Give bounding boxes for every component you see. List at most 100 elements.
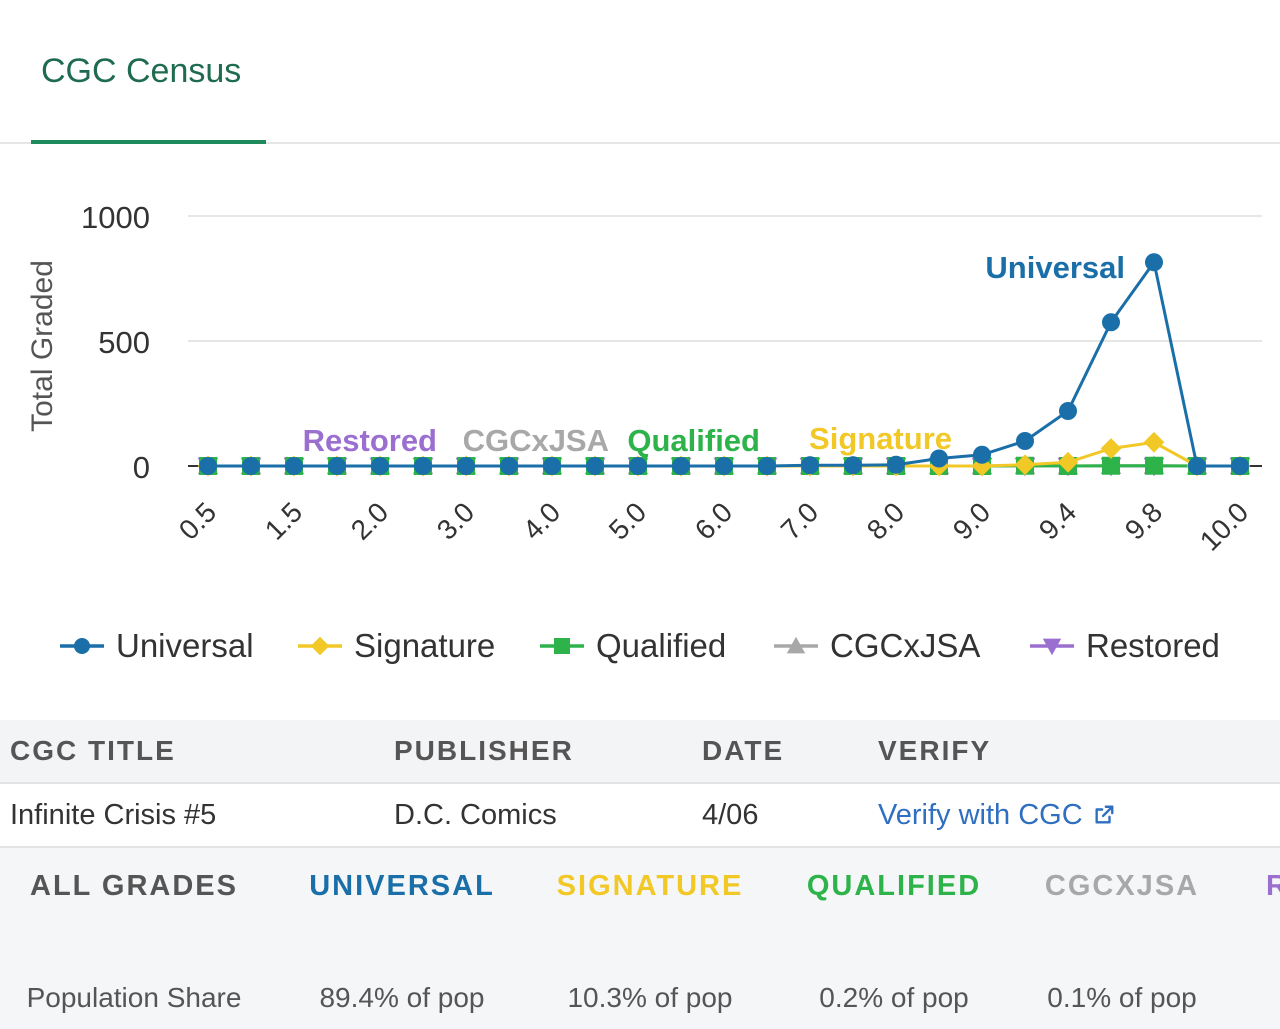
x-tick-label: 9.0 (947, 496, 996, 545)
universal-point (242, 457, 260, 475)
x-tick-label: 10.0 (1194, 496, 1254, 556)
series-annotation-signature: Signature (809, 421, 952, 456)
universal-point (1059, 402, 1077, 420)
legend-item-qualified[interactable]: Qualified (540, 624, 726, 668)
universal-point (930, 449, 948, 468)
x-tick-label: 9.4 (1033, 496, 1082, 545)
legend-label: Signature (354, 627, 496, 664)
qualified-point (1102, 456, 1120, 475)
stat-sub: 89.4% of pop (319, 982, 485, 1013)
y-tick-label: 500 (98, 325, 150, 360)
x-tick-label: 2.0 (345, 496, 394, 545)
verify-with-cgc-link[interactable]: Verify with CGC (878, 799, 1115, 832)
universal-point (715, 457, 733, 475)
signature-point (1014, 454, 1036, 476)
universal-point (1145, 253, 1163, 272)
y-tick-label: 0 (133, 450, 150, 485)
census-chart: 0 500 1000 Total Graded 0.5 1.5 2.0 3.0 4.0 5.0 6.… (26, 200, 1262, 557)
legend-label: Restored (1086, 627, 1220, 664)
universal-point (1016, 432, 1034, 450)
header-publisher: PUBLISHER (394, 720, 702, 784)
universal-point (1102, 313, 1120, 332)
stat-label: CGCXJSA (1044, 870, 1200, 902)
series-annotation-qualified: Qualified (627, 423, 760, 458)
table-row: Infinite Crisis #5 D.C. Comics 4/06 Veri… (0, 783, 1280, 848)
legend-marker-qualified (554, 638, 570, 654)
legend-marker-restored (1042, 638, 1062, 656)
table-header-row: CGC TITLE PUBLISHER DATE VERIFY (0, 720, 1280, 784)
legend-swatch-restored (1030, 638, 1074, 656)
series-annotation-cgcxjsa: CGCxJSA (463, 423, 609, 458)
universal-point (1188, 457, 1206, 475)
universal-point (1231, 457, 1249, 475)
x-tick-label: 8.0 (861, 496, 910, 545)
x-tick-label: 4.0 (517, 496, 566, 545)
legend-item-universal[interactable]: Universal (60, 624, 254, 668)
legend-swatch-cgcxjsa (774, 636, 818, 654)
verify-link-label: Verify with CGC (878, 798, 1083, 831)
cell-verify: Verify with CGC (878, 783, 1280, 848)
legend-item-signature[interactable]: Signature (298, 624, 495, 668)
stat-label: SIGNATURE (556, 870, 744, 902)
cell-title: Infinite Crisis #5 (0, 783, 394, 848)
x-tick-label: 5.0 (603, 496, 652, 545)
cell-date: 4/06 (702, 783, 878, 848)
chart-legend: Universal Signature Qualified CGCxJSA Restor… (0, 618, 1280, 674)
universal-point (672, 457, 690, 475)
universal-point (973, 445, 991, 464)
universal-point (586, 457, 604, 475)
universal-point (844, 456, 862, 475)
legend-marker-universal (74, 638, 90, 654)
y-tick-label: 1000 (81, 200, 150, 235)
x-tick-label: 0.5 (173, 496, 222, 545)
stat-label: UNIVERSAL (309, 870, 495, 902)
series-universal (199, 253, 1249, 475)
header-verify: VERIFY (878, 720, 1280, 784)
signature-point (1100, 438, 1122, 459)
universal-point (500, 457, 518, 475)
legend-marker-cgcxjsa (786, 636, 806, 654)
tab-label: CGC Census (41, 52, 242, 90)
signature-point (1057, 451, 1079, 473)
y-axis-label: Total Graded (26, 260, 59, 432)
universal-point (199, 457, 217, 475)
external-link-icon (1095, 805, 1114, 824)
universal-point (285, 457, 303, 475)
legend-swatch-qualified (540, 638, 584, 654)
universal-point (801, 456, 819, 475)
series-annotation-universal: Universal (985, 250, 1125, 285)
stat-label: R (1266, 870, 1280, 902)
x-tick-label: 6.0 (689, 496, 738, 545)
legend-item-restored[interactable]: Restored (1030, 624, 1220, 668)
universal-point (457, 457, 475, 475)
legend-swatch-universal (60, 638, 104, 654)
stat-label: QUALIFIED (806, 870, 982, 902)
header-cgc-title: CGC TITLE (0, 720, 394, 784)
legend-swatch-signature (298, 636, 342, 656)
stat-label: ALL GRADES (30, 870, 238, 902)
legend-item-cgcxjsa[interactable]: CGCxJSA (774, 624, 980, 668)
stat-sub: 0.2% of pop (819, 982, 969, 1013)
header-date: DATE (702, 720, 878, 784)
cell-publisher: D.C. Comics (394, 783, 702, 848)
universal-point (371, 457, 389, 475)
universal-point (543, 457, 561, 475)
census-table: CGC TITLE PUBLISHER DATE VERIFY Infinite… (0, 720, 1280, 848)
legend-label: Qualified (596, 627, 727, 664)
universal-point (629, 457, 647, 475)
tab-cgc-census[interactable]: CGC Census (31, 0, 266, 144)
stat-sub: 0.1% of pop (1047, 982, 1197, 1013)
signature-point (1143, 431, 1165, 453)
active-tab-indicator (31, 140, 266, 144)
legend-label: Universal (116, 627, 254, 664)
x-tick-label: 1.5 (259, 496, 308, 545)
legend-label: CGCxJSA (830, 627, 981, 664)
x-tick-label: 3.0 (431, 496, 480, 545)
stat-sub: 10.3% of pop (567, 982, 733, 1013)
x-tick-label: 7.0 (775, 496, 824, 545)
qualified-point (1145, 456, 1163, 475)
stat-sub: Population Share (26, 982, 242, 1013)
legend-marker-signature (310, 636, 330, 656)
universal-point (887, 455, 905, 474)
tab-bar: CGC Census (0, 0, 1280, 144)
